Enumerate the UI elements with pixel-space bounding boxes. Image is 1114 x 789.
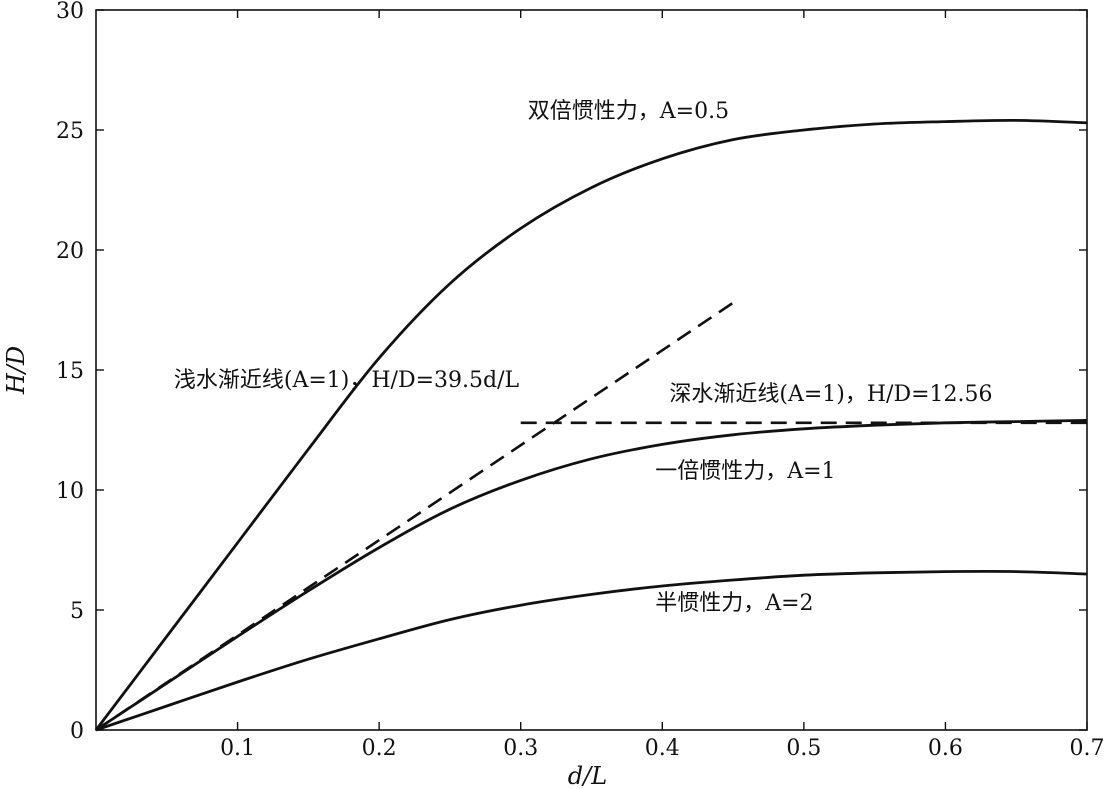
y-tick-label: 15 <box>56 359 84 384</box>
y-tick-label: 0 <box>70 719 84 744</box>
y-tick-label: 30 <box>56 0 84 24</box>
x-axis-label: d/L <box>568 762 607 789</box>
data-series <box>94 118 1088 732</box>
x-tick-label: 0.6 <box>928 736 963 761</box>
annotation-3: 深水渐近线(A=1)，H/D=12.56 <box>669 382 992 407</box>
y-axis-label: H/D <box>2 346 30 395</box>
annotation-2: 浅水渐近线(A=1)，H/D=39.5d/L <box>174 368 520 393</box>
series-line-4 <box>95 301 734 732</box>
y-tick-label: 25 <box>56 119 84 144</box>
annotation-4: 一倍惯性力，A=1 <box>655 459 835 484</box>
series-line-3 <box>95 569 1088 732</box>
axis-ticks: 0.1 0.2 0.3 0.4 0.5 0.6 0.7 0 5 10 15 20 25 30 <box>56 0 1105 761</box>
x-tick-label: 0.2 <box>362 736 397 761</box>
x-tick-label: 0.7 <box>1070 736 1105 761</box>
series-line-1 <box>94 118 1088 731</box>
x-tick-label: 0.3 <box>503 736 538 761</box>
y-tick-label: 10 <box>56 479 84 504</box>
x-tick-label: 0.5 <box>786 736 821 761</box>
x-tick-label: 0.1 <box>220 736 255 761</box>
series-line-2 <box>95 419 1088 732</box>
annotation-5: 半惯性力，A=2 <box>655 591 813 616</box>
annotation-1: 双倍惯性力，A=0.5 <box>528 99 729 124</box>
y-tick-label: 20 <box>56 239 84 264</box>
annotations: 双倍惯性力，A=0.5 浅水渐近线(A=1)，H/D=39.5d/L 深水渐近线(A… <box>174 99 993 616</box>
y-tick-label: 5 <box>70 599 84 624</box>
x-tick-label: 0.4 <box>645 736 680 761</box>
